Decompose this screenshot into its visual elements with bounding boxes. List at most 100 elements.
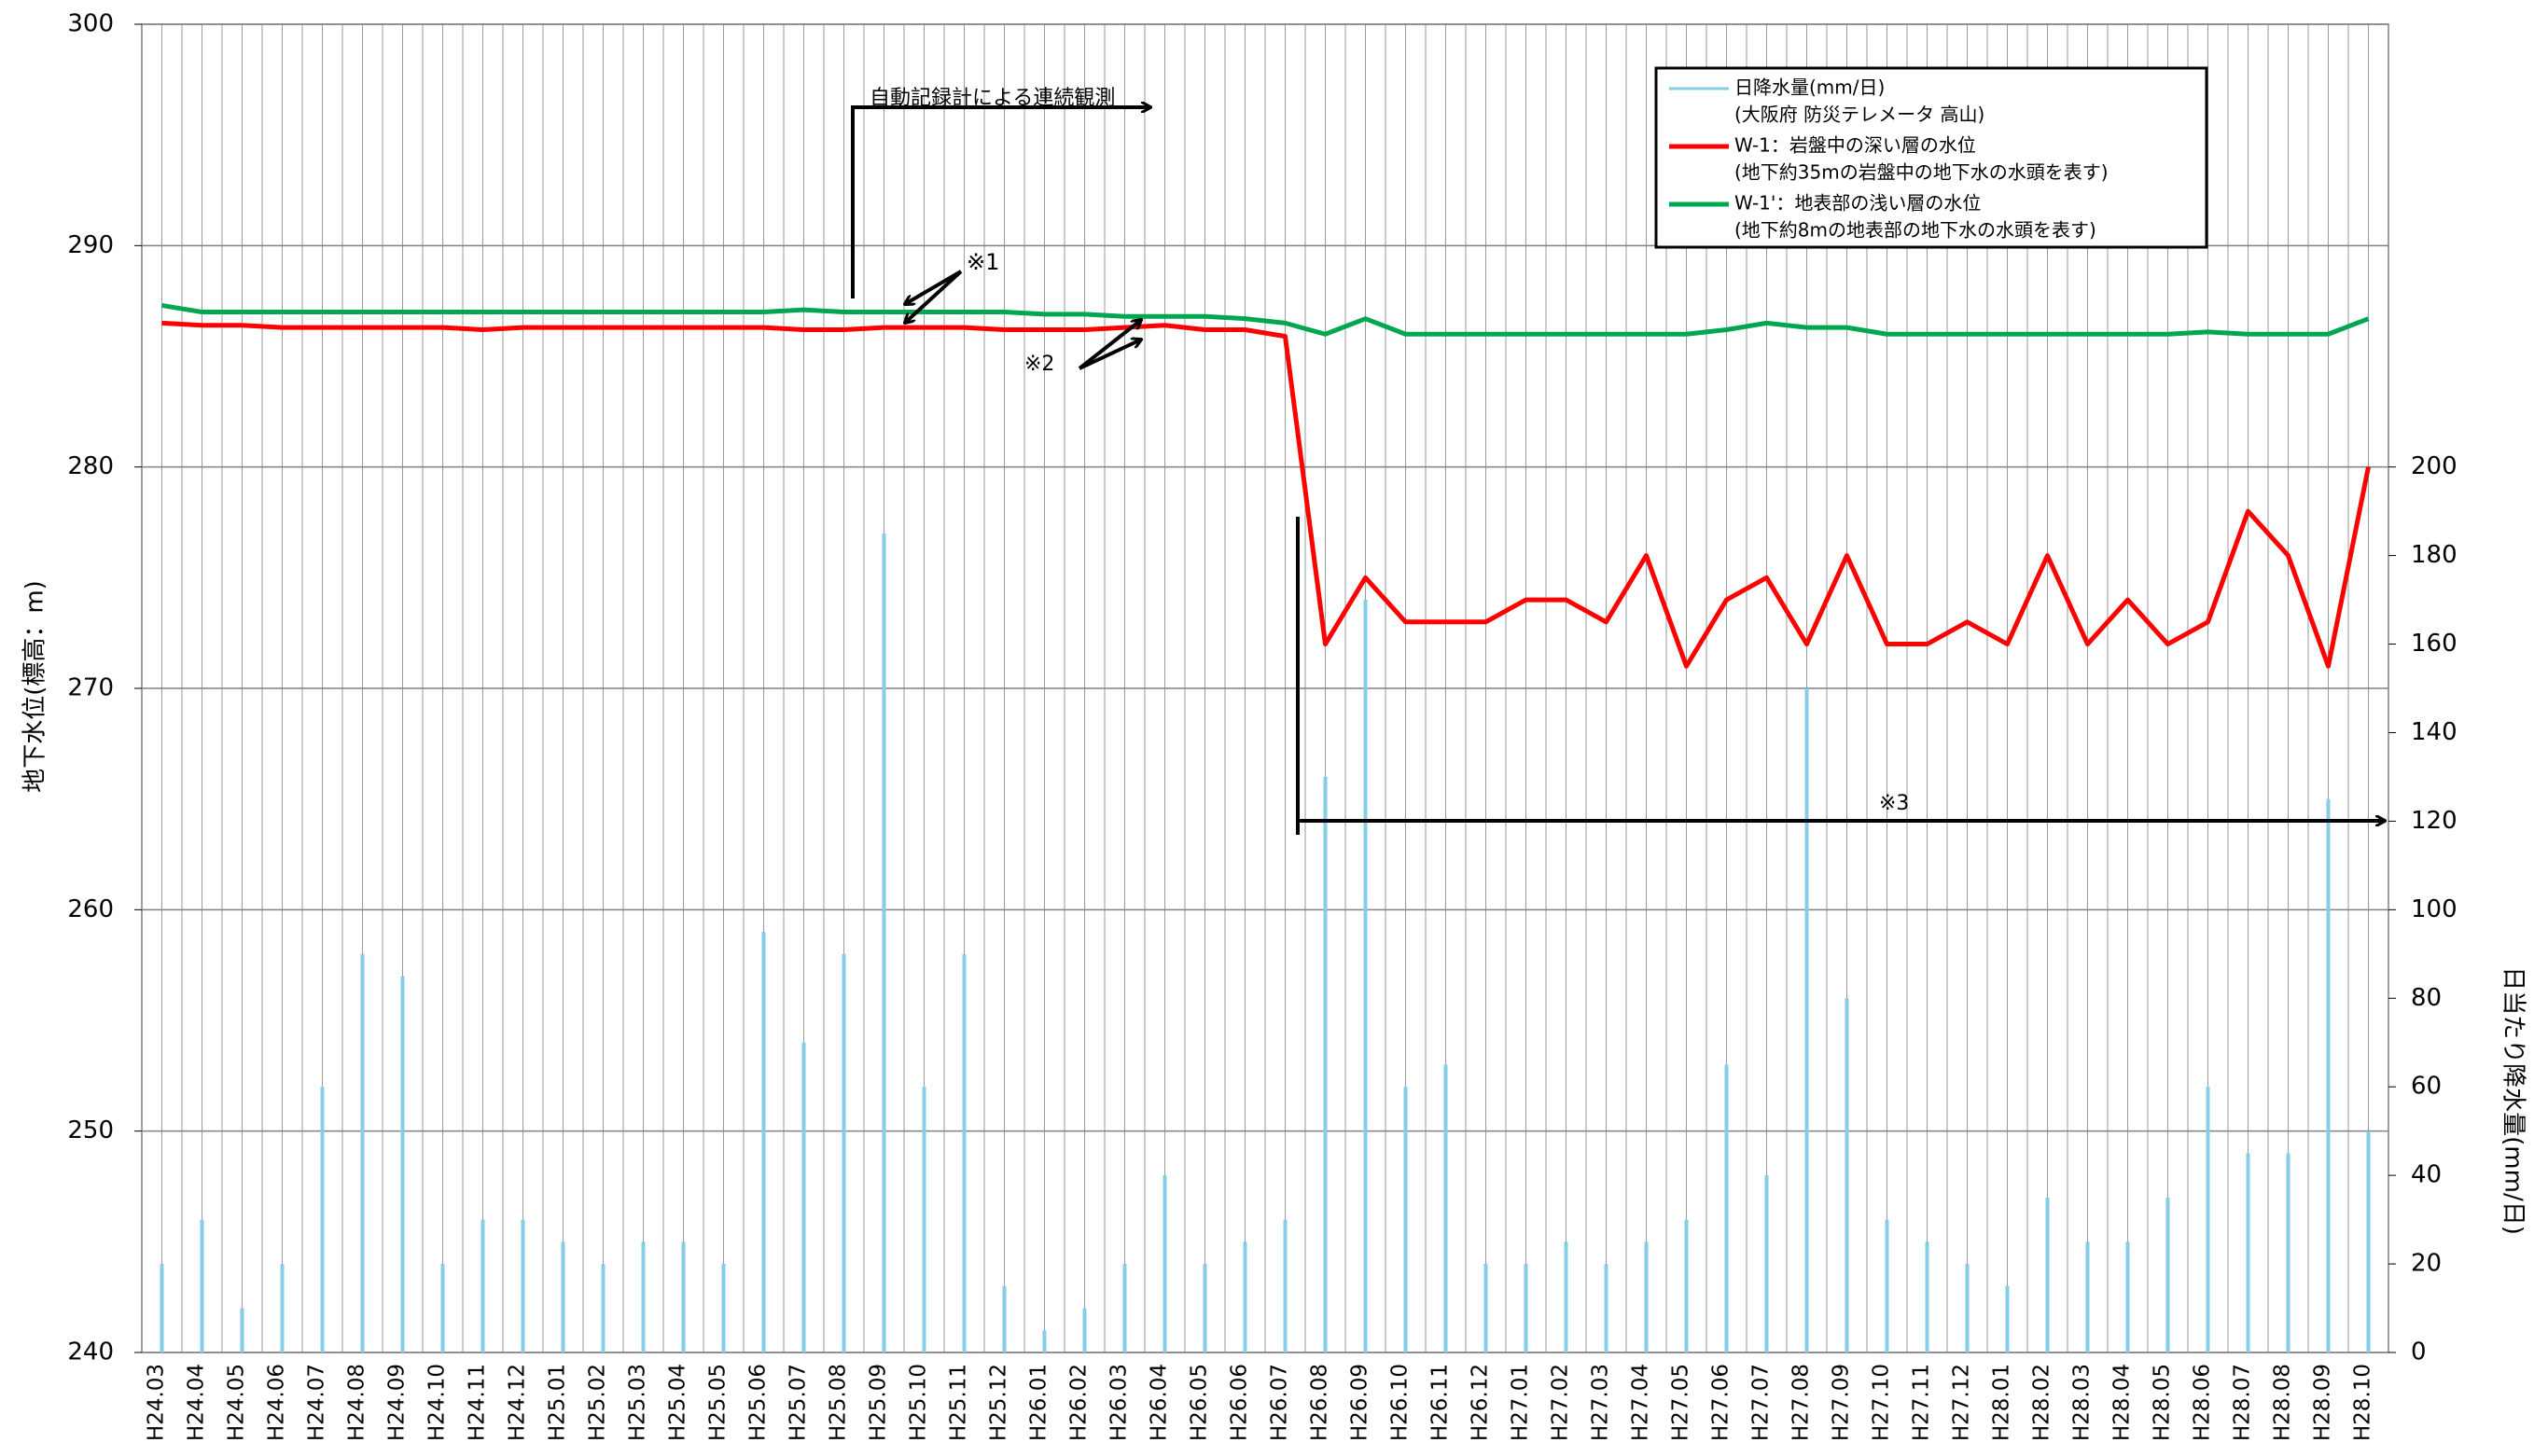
y2-tick-label: 0 — [2411, 1338, 2427, 1366]
x-tick-label: H27.12 — [1950, 1364, 1974, 1441]
precip-bar — [2045, 1197, 2050, 1352]
x-tick-label: H24.11 — [466, 1364, 490, 1441]
x-tick-label: H28.02 — [2030, 1364, 2054, 1441]
x-tick-label: H27.04 — [1629, 1364, 1653, 1441]
annotation: ※1 — [967, 249, 999, 275]
precip-bar — [2085, 1241, 2090, 1352]
annotation-arrow — [1079, 340, 1141, 370]
x-tick-label: H25.06 — [746, 1364, 771, 1441]
precip-bar — [1644, 1241, 1649, 1352]
precip-bar — [2286, 1153, 2290, 1352]
precip-bar — [1243, 1241, 1247, 1352]
y-axis-label: 地下水位(標高：m) — [21, 580, 49, 793]
water-level-line — [161, 320, 2371, 669]
y-tick-label: 240 — [67, 1338, 114, 1366]
x-tick-label: H25.04 — [666, 1364, 690, 1441]
y2-tick-label: 80 — [2411, 984, 2442, 1012]
legend-note: (大阪府 防災テレメータ 高山) — [1734, 104, 1984, 126]
precip-bar — [1122, 1264, 1127, 1352]
x-tick-label: H24.05 — [225, 1364, 249, 1441]
precip-bar — [761, 932, 766, 1352]
x-tick-label: H27.08 — [1789, 1364, 1814, 1441]
x-tick-label: H27.09 — [1830, 1364, 1854, 1441]
precip-bar — [1804, 688, 1809, 1352]
precip-bar — [882, 533, 886, 1352]
x-tick-label: H28.05 — [2151, 1364, 2175, 1441]
y-tick-label: 260 — [67, 895, 114, 923]
legend-note: (地下約35mの岩盤中の地下水の水頭を表す) — [1734, 161, 2109, 184]
y-tick-label: 270 — [67, 674, 114, 702]
precip-bar — [1483, 1264, 1488, 1352]
x-tick-label: H25.05 — [706, 1364, 731, 1441]
x-tick-label: H27.02 — [1549, 1364, 1573, 1441]
x-tick-label: H27.05 — [1669, 1364, 1693, 1441]
precip-bar — [1764, 1175, 1769, 1352]
x-tick-label: H25.12 — [987, 1364, 1011, 1441]
x-tick-label: H28.07 — [2231, 1364, 2255, 1441]
y-tick-label: 300 — [67, 10, 114, 38]
precip-bar — [2005, 1285, 2010, 1352]
x-tick-label: H24.07 — [305, 1364, 329, 1441]
x-tick-label: H28.06 — [2191, 1364, 2215, 1441]
precip-bar — [1002, 1285, 1007, 1352]
x-tick-label: H27.01 — [1509, 1364, 1533, 1441]
x-tick-label: H27.10 — [1870, 1364, 1894, 1441]
x-tick-label: H25.09 — [867, 1364, 891, 1441]
x-tick-label: H26.11 — [1428, 1364, 1453, 1441]
precip-bar — [962, 953, 967, 1352]
y2-axis-label: 日当たり降水量(mm/日) — [2499, 966, 2527, 1235]
precip-bar — [360, 953, 365, 1352]
x-tick-label: H24.12 — [506, 1364, 530, 1441]
x-tick-label: H26.01 — [1027, 1364, 1051, 1441]
annotation: ※3 — [1879, 792, 1909, 815]
precip-bar — [1082, 1308, 1087, 1352]
x-tick-label: H25.11 — [947, 1364, 971, 1441]
x-tick-label: H25.07 — [787, 1364, 811, 1441]
x-tick-label: H27.11 — [1910, 1364, 1934, 1441]
x-tick-label: H27.07 — [1749, 1364, 1774, 1441]
precip-bar — [2246, 1153, 2250, 1352]
precip-bar — [200, 1219, 204, 1352]
x-tick-label: H24.04 — [185, 1364, 209, 1441]
x-tick-label: H26.09 — [1348, 1364, 1372, 1441]
precip-bar — [922, 1087, 926, 1352]
annotation-arrow — [905, 270, 963, 304]
y2-tick-label: 200 — [2411, 452, 2457, 480]
x-tick-label: H28.09 — [2311, 1364, 2335, 1441]
y2-tick-label: 40 — [2411, 1161, 2442, 1189]
precip-bar — [1925, 1241, 1929, 1352]
x-tick-label: H24.08 — [345, 1364, 369, 1441]
x-tick-label: H26.04 — [1148, 1364, 1172, 1441]
precip-bar — [2165, 1197, 2170, 1352]
x-tick-label: H26.06 — [1228, 1364, 1252, 1441]
precip-bar — [1724, 1064, 1729, 1352]
precip-bar — [1323, 776, 1328, 1352]
precip-bar — [320, 1087, 325, 1352]
precip-bar — [1403, 1087, 1408, 1352]
y2-tick-label: 160 — [2411, 630, 2457, 658]
y-tick-label: 250 — [67, 1116, 114, 1144]
x-tick-label: H26.07 — [1268, 1364, 1292, 1441]
y2-tick-label: 140 — [2411, 718, 2457, 746]
precip-bar — [2366, 1130, 2371, 1352]
y2-tick-label: 180 — [2411, 541, 2457, 569]
y-tick-label: 290 — [67, 231, 114, 259]
precip-bar — [2326, 798, 2331, 1352]
annotation: ※2 — [1024, 353, 1054, 376]
precip-bar — [801, 1042, 806, 1352]
legend-label: 日降水量(mm/日) — [1734, 76, 1885, 99]
precip-bar — [1965, 1264, 1970, 1352]
precip-bar — [2125, 1241, 2130, 1352]
x-tick-label: H26.12 — [1469, 1364, 1493, 1441]
precip-bar — [280, 1264, 285, 1352]
legend-box — [1654, 66, 2208, 249]
x-tick-label: H24.09 — [385, 1364, 410, 1441]
x-tick-label: H25.01 — [546, 1364, 570, 1441]
precip-bar — [1203, 1264, 1207, 1352]
x-tick-label: H27.03 — [1589, 1364, 1613, 1441]
precip-bar — [1443, 1064, 1448, 1352]
x-tick-label: H28.01 — [1990, 1364, 2014, 1441]
annotation-arrow — [1078, 320, 1141, 370]
legend-label: W-1'：地表部の浅い層の水位 — [1734, 192, 1981, 215]
